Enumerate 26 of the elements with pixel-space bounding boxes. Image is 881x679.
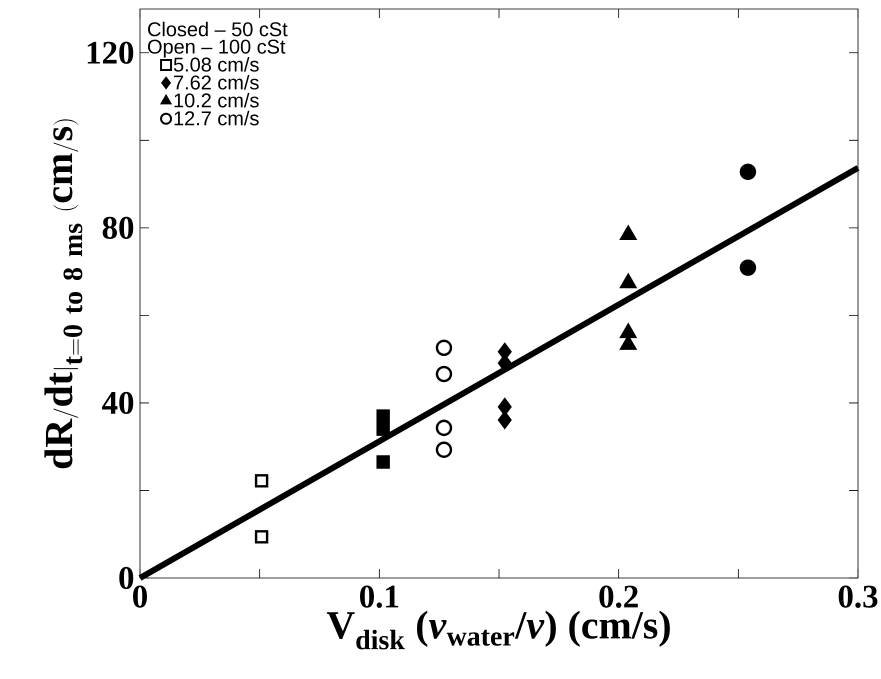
legend-label: 12.7 cm/s [174,110,259,126]
point [436,442,452,458]
y-axis-title: $\mathbf{dR/dt|_{t=0\ to\ 8\ ms}\ (cm/s)}$ [44,119,82,468]
point [376,422,390,436]
point [436,420,452,436]
point [376,409,390,423]
legend-label: 10.2 cm/s [174,92,259,108]
x-tick-label: 0.2 [599,586,638,608]
point [436,366,452,382]
legend-label: 7.62 cm/s [174,74,259,90]
annotation: Closed – 50 cSt [148,22,288,36]
y-tick-label: 0 [119,566,134,590]
x-tick-label: 0.1 [360,586,398,608]
x-axis-title: V$_{disk}$ (ν$_{water}$/ν) (cm/s) [326,610,670,650]
point [376,455,390,469]
legend-label: 5.08 cm/s [174,57,259,72]
y-tick-label: 120 [88,42,134,64]
annotation: Open – 100 cSt [148,40,286,58]
point [740,164,756,180]
point [254,530,268,544]
point [254,474,268,488]
y-tick-label: 80 [102,216,134,239]
y-tick-label: 40 [102,392,134,414]
point [436,340,452,356]
point [740,259,756,276]
x-tick-label: 0.3 [838,586,878,608]
